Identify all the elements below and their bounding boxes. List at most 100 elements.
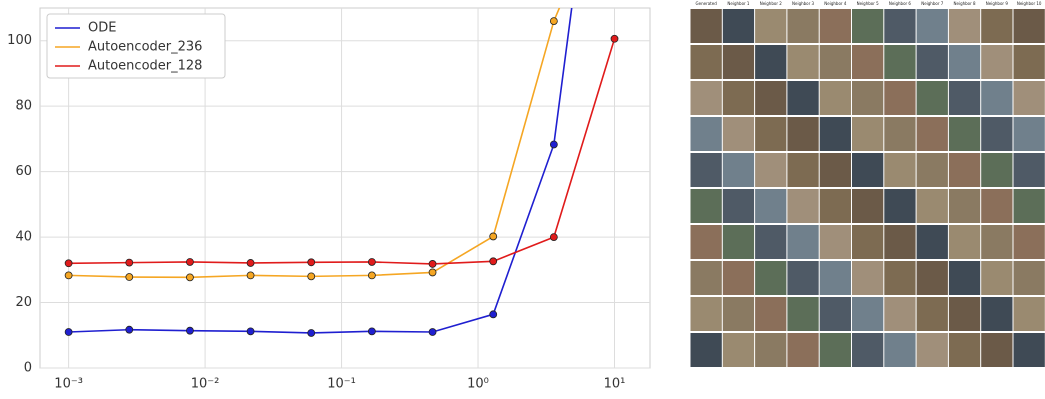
x-tick-label: 10⁰ (467, 377, 489, 392)
thumbnail (787, 225, 819, 259)
thumbnail (722, 297, 755, 331)
thumbnail (884, 225, 916, 259)
thumbnail (819, 261, 851, 295)
point (428, 268, 437, 277)
column-header: Neighbor 5 (857, 1, 880, 6)
point (125, 258, 134, 267)
thumbnail (948, 153, 981, 187)
thumbnail (948, 81, 981, 115)
column-header: Neighbor 3 (792, 1, 815, 6)
point (489, 257, 498, 266)
thumbnail (916, 45, 948, 79)
thumbnail (819, 9, 851, 43)
thumbnail (819, 117, 851, 151)
column-header: Neighbor 1 (727, 1, 750, 6)
thumbnail (722, 189, 755, 223)
thumbnail (948, 9, 981, 43)
thumbnail (755, 297, 787, 331)
legend-label: Autoencoder_236 (88, 40, 202, 55)
image-grid: Generated Neighbor 1 Neighbor 2 Neighbor 3 N… (690, 1, 1045, 367)
column-header: Neighbor 6 (889, 1, 912, 6)
thumbnail (884, 153, 916, 187)
thumbnail (981, 225, 1013, 259)
thumbnail (690, 153, 722, 187)
x-tick-label: 10¹ (604, 377, 626, 392)
thumbnail (981, 333, 1013, 367)
thumbnail (787, 297, 819, 331)
thumbnail (787, 45, 819, 79)
y-tick-label: 80 (15, 99, 32, 114)
column-header: Neighbor 9 (986, 1, 1009, 6)
thumbnail (690, 225, 722, 259)
legend-box (46, 13, 226, 79)
point (64, 259, 73, 268)
point (489, 232, 498, 241)
thumbnail (916, 81, 948, 115)
thumbnail (787, 9, 819, 43)
thumbnail (852, 333, 884, 367)
x-tick-label: 10⁻¹ (327, 377, 356, 392)
thumbnail (787, 333, 819, 367)
thumbnail (1013, 117, 1045, 151)
point (610, 34, 619, 43)
point (307, 329, 316, 337)
thumbnail (884, 9, 916, 43)
thumbnail (852, 297, 884, 331)
legend-label: ODE (88, 21, 116, 36)
point (246, 327, 255, 336)
thumbnail (787, 117, 819, 151)
point (428, 328, 437, 336)
thumbnail (722, 81, 755, 115)
thumbnail (884, 81, 916, 115)
thumbnail (819, 297, 851, 331)
thumbnail (1013, 297, 1045, 331)
thumbnail (755, 153, 787, 187)
thumbnail (722, 117, 755, 151)
thumbnail (852, 45, 884, 79)
point (549, 233, 558, 241)
point (125, 325, 134, 334)
thumbnail (690, 45, 722, 79)
series-line (68, 8, 561, 279)
thumbnail (1013, 81, 1045, 115)
point (64, 271, 73, 280)
point (186, 326, 194, 335)
thumbnail (819, 189, 851, 223)
column-header: Neighbor 4 (824, 1, 847, 6)
point (246, 271, 255, 280)
legend-label: Autoencoder_128 (88, 59, 202, 74)
thumbnail (690, 261, 722, 295)
thumbnail (916, 333, 948, 367)
thumbnail (916, 189, 948, 223)
thumbnail (916, 117, 948, 151)
point (367, 258, 376, 266)
thumbnail (1013, 189, 1045, 223)
thumbnail (819, 225, 851, 259)
thumbnail (981, 297, 1013, 331)
thumbnail (1013, 45, 1045, 79)
thumbnail (690, 81, 722, 115)
thumbnail (948, 261, 981, 295)
thumbnail (755, 261, 787, 295)
point (186, 273, 194, 282)
x-tick-label: 10⁻³ (54, 377, 83, 392)
column-header: Neighbor 7 (921, 1, 944, 6)
thumbnail (981, 45, 1013, 79)
thumbnail (916, 9, 948, 43)
thumbnail (884, 297, 916, 331)
thumbnail (690, 189, 722, 223)
thumbnail (948, 225, 981, 259)
thumbnail (852, 189, 884, 223)
point (549, 140, 558, 149)
column-header: Neighbor 2 (760, 1, 783, 6)
thumbnail (755, 117, 787, 151)
thumbnail (722, 9, 755, 43)
thumbnail (819, 153, 851, 187)
thumbnail (787, 189, 819, 223)
point (64, 328, 73, 336)
thumbnail (690, 297, 722, 331)
thumbnail (1013, 9, 1045, 43)
thumbnail (948, 117, 981, 151)
point (186, 258, 194, 266)
